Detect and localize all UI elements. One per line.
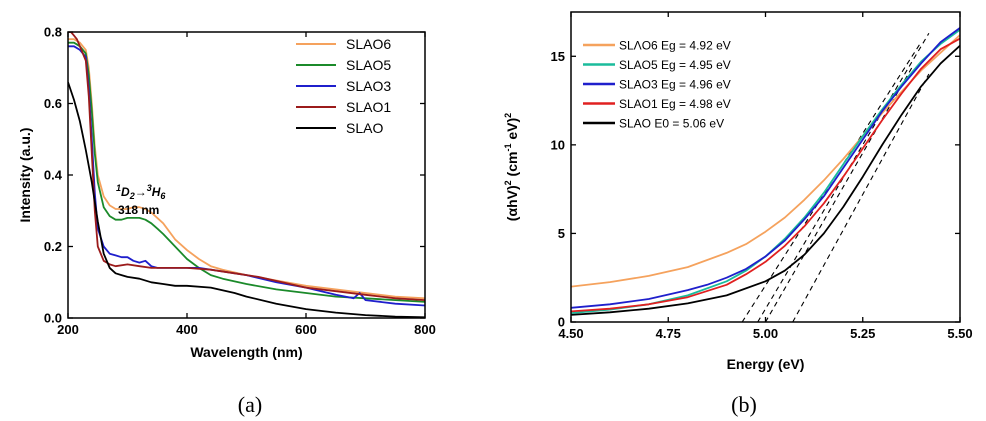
series-line-slao5 (571, 28, 960, 314)
panel-b-label: (b) (731, 392, 757, 417)
x-tick-label: 4.50 (558, 326, 583, 341)
legend-label: SLAO E0 = 5.06 eV (619, 117, 724, 131)
x-axis-label: Energy (eV) (727, 356, 805, 372)
legend-label: SLAO3 Eg = 4.96 eV (619, 78, 731, 92)
legend-label: SLAO1 Eg = 4.98 eV (619, 97, 731, 111)
plot-frame (570, 11, 961, 323)
y-tick-label: 15 (551, 49, 565, 64)
y-tick-label: 10 (551, 137, 565, 152)
panel-a-label: (a) (238, 392, 262, 417)
tangent-line (792, 73, 930, 322)
series-line-slao3 (571, 27, 960, 309)
x-tick-label: 5.50 (947, 326, 972, 341)
y-tick-label: 0.6 (44, 96, 62, 111)
y-tick-label: 0.8 (44, 25, 62, 40)
x-tick-label: 5.25 (850, 326, 875, 341)
series-line-slao (68, 81, 425, 318)
x-tick-label: 4.75 (656, 326, 681, 341)
y-axis-label: (αhV)2 (cm-1 eV)2 (503, 113, 520, 221)
tangent-line (765, 64, 914, 322)
x-tick-label: 800 (414, 322, 436, 337)
legend-label: SLAO5 Eg = 4.95 eV (619, 58, 731, 72)
series-line-slao5 (68, 41, 425, 303)
y-tick-label: 0 (558, 315, 565, 330)
legend-label: SLAO (346, 120, 383, 136)
legend-label: SLAO1 (346, 99, 391, 115)
legend-label: SLAO6 (346, 36, 391, 52)
legend-label: SLAO3 (346, 78, 391, 94)
x-tick-label: 200 (57, 322, 79, 337)
series-line-slao (571, 45, 960, 316)
legend-label: SLΛO6 Eg = 4.92 eV (619, 39, 731, 53)
x-tick-label: 5.00 (753, 326, 778, 341)
x-axis-label: Wavelength (nm) (190, 344, 302, 360)
series-line-slao1 (571, 37, 960, 313)
panel-b-chart: 4.50 4.75 5.00 5.25 5.50 0 5 10 15 Energy (eV) (αh… (503, 11, 973, 372)
x-tick-label: 400 (176, 322, 198, 337)
legend-label: SLAO5 (346, 57, 391, 73)
annotation-wavelength: 318 nm (118, 203, 159, 217)
y-tick-label: 0.4 (44, 168, 63, 183)
transition-annotation: 1D2→3H6 (116, 183, 166, 201)
y-tick-label: 0.0 (44, 311, 62, 326)
x-tick-label: 600 (295, 322, 317, 337)
plot-frame (67, 31, 426, 319)
series-line-slao1 (68, 32, 425, 301)
tangent-line (757, 32, 930, 322)
y-axis-label: Intensity (a.u.) (17, 128, 33, 223)
panel-a-chart: 200 400 600 800 0.0 0.2 0.4 0.6 0.8 Wavelength (n… (17, 25, 436, 361)
y-tick-label: 0.2 (44, 239, 62, 254)
series-line-slao6 (571, 34, 960, 288)
y-tick-label: 5 (558, 226, 565, 241)
